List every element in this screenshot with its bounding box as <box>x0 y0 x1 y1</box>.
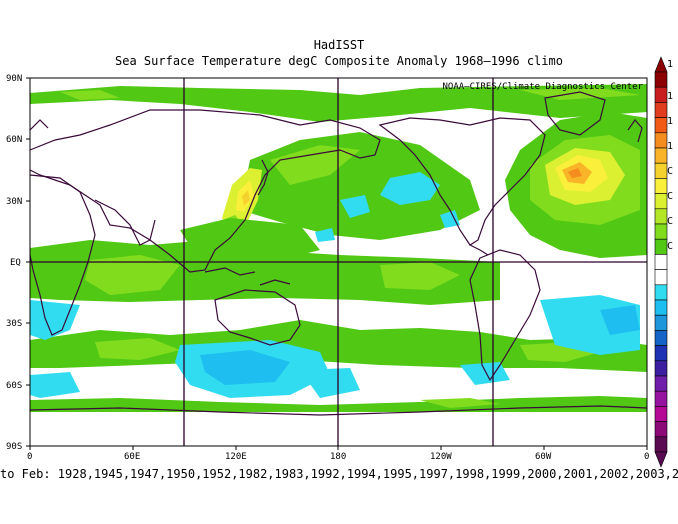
lat-label-30n: 30N <box>6 197 22 207</box>
colorbar-swatch <box>654 406 668 422</box>
colorbar-swatch <box>654 436 668 453</box>
coastlines <box>29 91 648 416</box>
colorbar-swatch <box>654 284 668 301</box>
colorbar-swatch <box>654 360 668 377</box>
lon-label-0-left: 0 <box>27 452 32 462</box>
colorbar-label-6: C <box>667 191 673 202</box>
colorbar-label-5: C <box>667 166 673 177</box>
colorbar-swatch <box>654 162 668 179</box>
colorbar-swatch <box>654 86 668 103</box>
colorbar-label-3: 1 <box>667 116 673 127</box>
lat-label-eq: EQ <box>10 258 21 268</box>
lon-label-60e: 60E <box>124 452 140 462</box>
composite-years-footer: to Feb: 1928,1945,1947,1950,1952,1982,19… <box>0 467 678 481</box>
lat-label-90s: 90S <box>6 442 22 452</box>
colorbar-swatch <box>654 345 668 362</box>
colorbar-swatch <box>654 299 668 316</box>
colorbar-swatch <box>654 314 668 331</box>
colorbar-arrow-bottom <box>654 451 668 468</box>
colorbar-swatch <box>654 208 668 225</box>
lon-label-0-right: 0 <box>644 452 649 462</box>
colorbar-swatch <box>654 193 668 210</box>
colorbar-swatch <box>654 238 668 255</box>
lon-ticks <box>29 446 648 450</box>
lat-ticks <box>26 77 30 447</box>
colorbar-labels: 1 1 1 1 C C C C <box>667 59 673 252</box>
colorbar-swatch <box>654 330 668 346</box>
colorbar-swatch <box>654 269 668 286</box>
lat-label-90n: 90N <box>6 74 22 84</box>
lon-label-120w: 120W <box>430 452 452 462</box>
colorbar-swatch <box>654 375 668 392</box>
colorbar-label-7: C <box>667 216 673 227</box>
colorbar-swatch <box>654 117 668 134</box>
lon-label-180: 180 <box>330 452 346 462</box>
colorbar-label-4: 1 <box>667 141 673 152</box>
colorbar-swatch <box>654 223 668 240</box>
colorbar-swatch <box>654 178 668 194</box>
lat-label-60n: 60N <box>6 135 22 145</box>
colorbar-swatch <box>654 71 668 88</box>
lat-label-60s: 60S <box>6 381 22 391</box>
credit-text: NOAA—CIRES/Climate Diagnostics Center <box>443 82 644 92</box>
map-gridlines <box>30 78 647 446</box>
colorbar-label-1: 1 <box>667 59 673 70</box>
colorbar-swatch <box>654 147 668 164</box>
lat-label-30s: 30S <box>6 319 22 329</box>
dataset-title: HadISST <box>313 38 365 52</box>
chart-subtitle: Sea Surface Temperature degC Composite A… <box>115 54 563 68</box>
colorbar-swatch <box>654 102 668 118</box>
colorbar-swatch <box>654 254 668 270</box>
colorbar-label-8: C <box>667 241 673 252</box>
colorbar-arrow-top <box>654 56 668 73</box>
colorbar-swatch <box>654 421 668 438</box>
lon-label-120e: 120E <box>225 452 247 462</box>
colorbar <box>654 56 668 468</box>
colorbar-swatch <box>654 132 668 149</box>
colorbar-swatch <box>654 390 668 407</box>
lon-label-60w: 60W <box>535 452 552 462</box>
colorbar-label-2: 1 <box>667 91 673 102</box>
